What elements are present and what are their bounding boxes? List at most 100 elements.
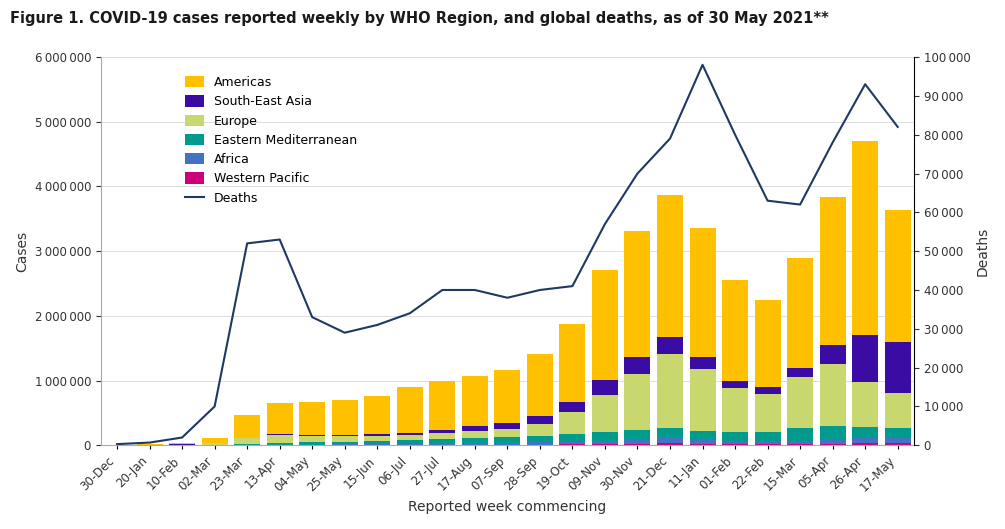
Bar <box>364 435 390 441</box>
Bar <box>527 442 553 444</box>
Bar <box>364 434 390 435</box>
Bar <box>462 443 487 445</box>
Bar <box>560 402 586 412</box>
Bar <box>299 435 326 436</box>
Bar <box>852 141 878 335</box>
Bar <box>787 441 813 444</box>
Bar <box>592 433 618 441</box>
Bar <box>820 363 845 426</box>
Bar <box>397 433 423 435</box>
Bar <box>266 443 292 444</box>
Bar <box>820 444 845 445</box>
Bar <box>527 444 553 445</box>
Bar <box>624 430 650 439</box>
Bar <box>820 439 845 444</box>
Bar <box>364 441 390 444</box>
Bar <box>884 209 911 342</box>
Bar <box>852 335 878 382</box>
Bar <box>202 438 228 443</box>
Bar <box>787 368 813 378</box>
Bar <box>624 357 650 374</box>
Bar <box>494 437 521 443</box>
Bar <box>364 396 390 434</box>
Bar <box>494 428 521 437</box>
Y-axis label: Deaths: Deaths <box>976 226 990 276</box>
Bar <box>624 444 650 445</box>
Bar <box>722 381 748 388</box>
Bar <box>494 423 521 428</box>
Bar <box>527 354 553 416</box>
Bar <box>624 231 650 357</box>
Bar <box>332 435 358 436</box>
Bar <box>332 400 358 435</box>
Bar <box>560 442 586 444</box>
Bar <box>299 436 326 442</box>
Bar <box>234 415 260 438</box>
Bar <box>787 378 813 428</box>
Bar <box>560 434 586 442</box>
Bar <box>266 435 292 443</box>
Bar <box>429 443 455 445</box>
Bar <box>689 431 716 439</box>
Bar <box>592 395 618 433</box>
Bar <box>884 427 911 437</box>
Bar <box>820 426 845 439</box>
Bar <box>722 444 748 445</box>
Bar <box>560 324 586 402</box>
Bar <box>755 432 781 441</box>
Text: Figure 1. COVID-19 cases reported weekly by WHO Region, and global deaths, as of: Figure 1. COVID-19 cases reported weekly… <box>10 11 829 25</box>
Bar <box>624 374 650 430</box>
Bar <box>852 438 878 443</box>
Bar <box>429 430 455 433</box>
Bar <box>820 197 845 345</box>
Bar <box>332 442 358 444</box>
Bar <box>527 416 553 424</box>
Bar <box>755 444 781 445</box>
Bar <box>657 428 683 437</box>
Bar <box>787 428 813 441</box>
Bar <box>592 270 618 380</box>
Bar <box>884 393 911 427</box>
Bar <box>299 403 326 435</box>
Bar <box>624 439 650 444</box>
Bar <box>494 370 521 423</box>
Bar <box>560 444 586 445</box>
Bar <box>722 280 748 381</box>
Bar <box>689 369 716 431</box>
Bar <box>755 441 781 444</box>
Bar <box>787 444 813 445</box>
Bar <box>429 381 455 430</box>
Bar <box>202 443 228 445</box>
Bar <box>884 437 911 443</box>
Bar <box>755 387 781 394</box>
Legend: Americas, South-East Asia, Europe, Eastern Mediterranean, Africa, Western Pacifi: Americas, South-East Asia, Europe, Easte… <box>180 71 362 209</box>
Bar <box>722 388 748 433</box>
Bar <box>657 443 683 445</box>
Bar <box>462 426 487 431</box>
Bar <box>820 345 845 363</box>
Bar <box>462 431 487 438</box>
Bar <box>884 443 911 445</box>
Bar <box>852 427 878 438</box>
Bar <box>722 433 748 441</box>
Bar <box>397 435 423 440</box>
Bar <box>527 424 553 436</box>
Bar <box>657 437 683 443</box>
Bar <box>266 434 292 435</box>
Bar <box>657 195 683 338</box>
Bar <box>429 439 455 443</box>
X-axis label: Reported week commencing: Reported week commencing <box>408 500 606 514</box>
Bar <box>397 444 423 445</box>
Bar <box>689 444 716 445</box>
Bar <box>852 382 878 427</box>
Bar <box>364 444 390 445</box>
Bar <box>657 353 683 428</box>
Bar <box>592 380 618 395</box>
Bar <box>592 441 618 444</box>
Bar <box>755 300 781 387</box>
Bar <box>527 436 553 442</box>
Bar <box>787 258 813 368</box>
Bar <box>397 440 423 444</box>
Bar <box>494 443 521 445</box>
Bar <box>560 412 586 434</box>
